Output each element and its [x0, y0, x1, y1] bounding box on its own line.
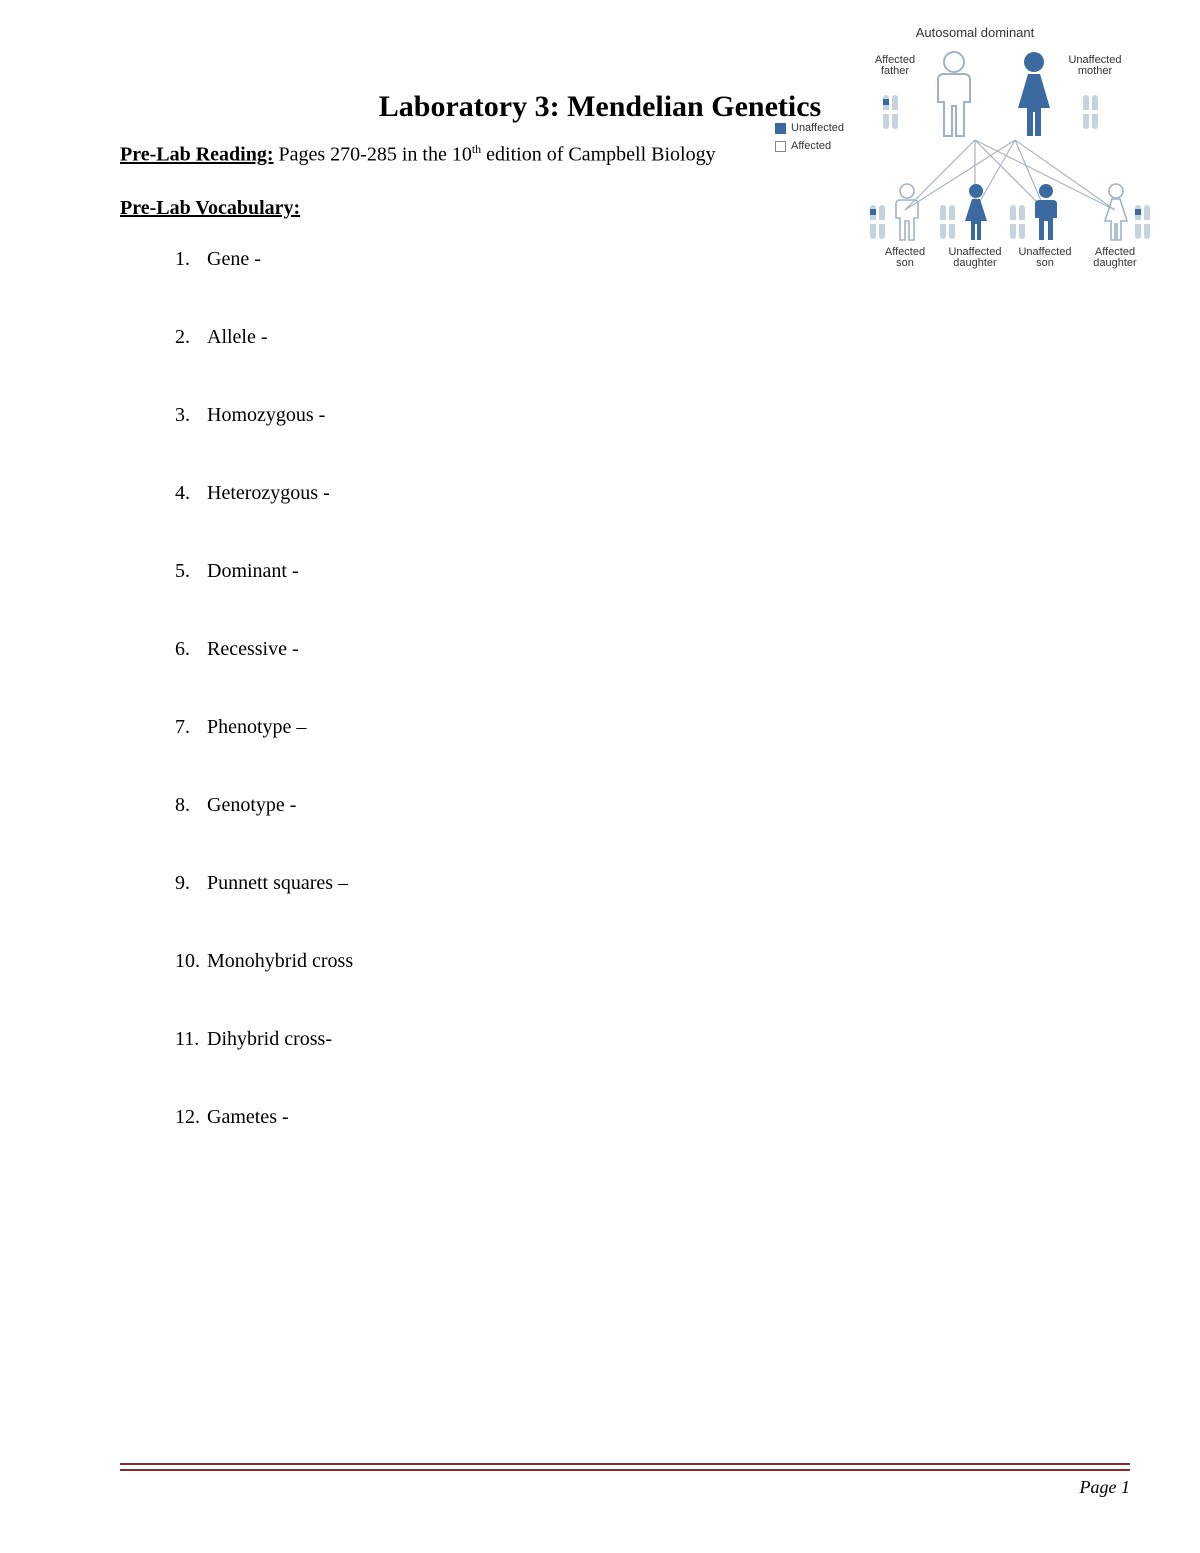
child-1-icon: [890, 183, 924, 243]
vocab-item: 2.Allele -: [175, 326, 1080, 349]
child-3-icon: [1029, 183, 1063, 243]
vocab-item: 11.Dihybrid cross-: [175, 1028, 1080, 1051]
child-2-chrom: [940, 205, 955, 239]
vocab-item: 6.Recessive -: [175, 638, 1080, 661]
child-4-label: Affecteddaughter: [1085, 247, 1145, 269]
vocab-item: 8.Genotype -: [175, 794, 1080, 817]
vocab-list: 1.Gene - 2.Allele - 3.Homozygous - 4.Het…: [120, 248, 1080, 1129]
vocab-item: 10.Monohybrid cross: [175, 950, 1080, 973]
vocab-item: 7.Phenotype –: [175, 716, 1080, 739]
vocab-item: 5.Dominant -: [175, 560, 1080, 583]
vocab-item: 3.Homozygous -: [175, 404, 1080, 427]
vocab-item: 12.Gametes -: [175, 1106, 1080, 1129]
vocab-item: 4.Heterozygous -: [175, 482, 1080, 505]
child-1-label: Affectedson: [875, 247, 935, 269]
child-4-icon: [1099, 183, 1133, 243]
vocab-item: 9.Punnett squares –: [175, 872, 1080, 895]
page-number: Page 1: [120, 1477, 1130, 1498]
child-1-chrom: [870, 205, 885, 239]
reading-label: Pre-Lab Reading:: [120, 144, 274, 166]
child-2-label: Unaffecteddaughter: [945, 247, 1005, 269]
page-footer: Page 1: [120, 1463, 1130, 1498]
footer-rule: [120, 1463, 1130, 1471]
child-2-icon: [959, 183, 993, 243]
child-3-chrom: [1010, 205, 1025, 239]
child-3-label: Unaffectedson: [1015, 247, 1075, 269]
pedigree-diagram: Autosomal dominant Unaffected Affected A…: [775, 25, 1175, 285]
child-4-chrom: [1135, 205, 1150, 239]
